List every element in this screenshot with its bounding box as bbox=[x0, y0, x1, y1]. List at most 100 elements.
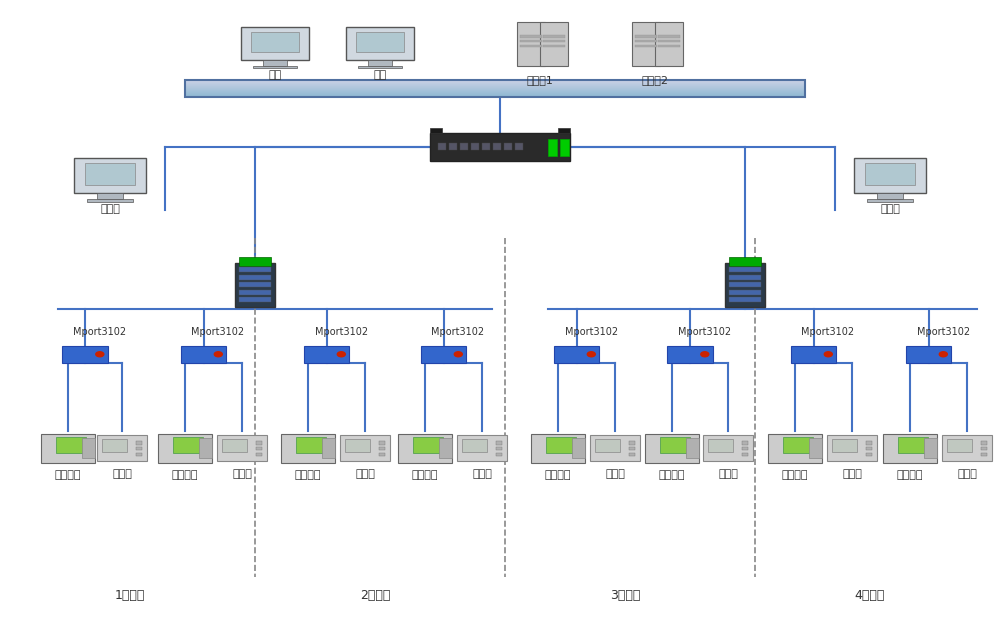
Bar bbox=[635, 40, 657, 43]
Bar bbox=[725, 263, 765, 307]
Bar bbox=[358, 66, 402, 68]
Bar bbox=[235, 263, 275, 307]
Bar bbox=[379, 441, 385, 445]
Bar bbox=[629, 441, 635, 445]
Bar bbox=[482, 143, 490, 150]
Bar bbox=[56, 438, 86, 453]
Bar bbox=[865, 163, 915, 184]
Bar bbox=[449, 143, 457, 150]
Bar bbox=[783, 438, 813, 453]
Bar bbox=[97, 194, 123, 199]
Bar bbox=[517, 22, 544, 66]
Bar bbox=[742, 447, 748, 450]
Bar bbox=[256, 441, 262, 445]
Text: 备机: 备机 bbox=[373, 70, 387, 80]
Bar bbox=[256, 447, 262, 450]
Bar bbox=[430, 129, 442, 134]
Bar bbox=[924, 438, 937, 458]
Text: 数控机床: 数控机床 bbox=[659, 470, 685, 480]
Bar bbox=[41, 434, 95, 463]
Bar bbox=[832, 439, 857, 452]
Text: 数控机床: 数控机床 bbox=[295, 470, 321, 480]
Bar bbox=[866, 447, 872, 450]
Text: 传感器: 传感器 bbox=[842, 469, 862, 479]
Bar bbox=[655, 22, 682, 66]
Bar bbox=[515, 143, 523, 150]
Bar bbox=[729, 282, 761, 287]
Bar bbox=[239, 297, 271, 302]
Bar bbox=[729, 267, 761, 272]
Bar bbox=[136, 447, 142, 450]
Bar bbox=[543, 40, 565, 43]
Text: Mport3102: Mport3102 bbox=[191, 327, 245, 337]
Text: Mport3102: Mport3102 bbox=[564, 327, 618, 337]
Text: 2号车间: 2号车间 bbox=[360, 589, 390, 602]
Bar bbox=[520, 35, 542, 38]
Circle shape bbox=[214, 352, 222, 357]
Bar bbox=[742, 441, 748, 445]
Text: 数控机床: 数控机床 bbox=[172, 470, 198, 480]
Text: 数控机床: 数控机床 bbox=[782, 470, 808, 480]
Bar bbox=[572, 438, 585, 458]
Bar bbox=[460, 143, 468, 150]
Bar bbox=[877, 194, 903, 199]
Bar bbox=[520, 40, 542, 43]
Text: 传感器: 传感器 bbox=[957, 469, 977, 479]
Bar bbox=[883, 434, 937, 463]
Bar bbox=[136, 441, 142, 445]
Bar bbox=[239, 282, 271, 287]
Bar bbox=[173, 438, 203, 453]
Bar bbox=[554, 346, 599, 362]
Circle shape bbox=[939, 352, 947, 357]
Bar bbox=[658, 45, 680, 47]
Bar bbox=[742, 453, 748, 456]
Bar bbox=[898, 438, 928, 453]
Bar bbox=[729, 275, 761, 280]
Bar bbox=[729, 290, 761, 295]
Text: Mport3102: Mport3102 bbox=[73, 327, 126, 337]
Bar bbox=[667, 346, 713, 362]
Bar bbox=[239, 290, 271, 295]
Circle shape bbox=[96, 352, 104, 357]
Circle shape bbox=[454, 352, 462, 357]
Bar bbox=[496, 447, 502, 450]
Text: 传感器: 传感器 bbox=[472, 469, 492, 479]
Bar bbox=[251, 33, 299, 52]
Bar bbox=[102, 439, 127, 452]
Bar bbox=[867, 199, 913, 202]
Bar bbox=[635, 35, 657, 38]
Bar bbox=[413, 438, 443, 453]
Bar bbox=[82, 438, 95, 458]
Bar bbox=[504, 143, 512, 150]
Text: 传感器: 传感器 bbox=[718, 469, 738, 479]
Text: 数控机床: 数控机床 bbox=[897, 470, 923, 480]
Bar bbox=[430, 133, 570, 161]
Bar bbox=[253, 66, 297, 68]
Bar bbox=[398, 434, 452, 463]
Text: Mport3102: Mport3102 bbox=[916, 327, 970, 337]
Text: 数控机床: 数控机床 bbox=[55, 470, 81, 480]
Text: Mport3102: Mport3102 bbox=[314, 327, 368, 337]
Bar bbox=[241, 28, 309, 60]
Bar bbox=[947, 439, 972, 452]
Text: 工作站: 工作站 bbox=[880, 204, 900, 214]
Text: 数控机床: 数控机床 bbox=[412, 470, 438, 480]
Bar bbox=[548, 139, 557, 155]
Bar bbox=[595, 439, 620, 452]
Bar bbox=[345, 439, 370, 452]
Text: 4号车间: 4号车间 bbox=[855, 589, 885, 602]
Bar bbox=[686, 438, 699, 458]
Bar bbox=[439, 438, 452, 458]
Bar bbox=[421, 346, 466, 362]
Text: 1号车间: 1号车间 bbox=[115, 589, 145, 602]
Bar bbox=[981, 441, 987, 445]
Bar bbox=[296, 438, 326, 453]
Bar bbox=[368, 60, 392, 66]
Text: 数控机床: 数控机床 bbox=[545, 470, 571, 480]
Bar bbox=[239, 257, 271, 266]
Bar bbox=[629, 447, 635, 450]
Bar bbox=[558, 129, 570, 134]
Text: Mport3102: Mport3102 bbox=[432, 327, 485, 337]
Bar bbox=[590, 435, 640, 461]
Bar bbox=[981, 453, 987, 456]
